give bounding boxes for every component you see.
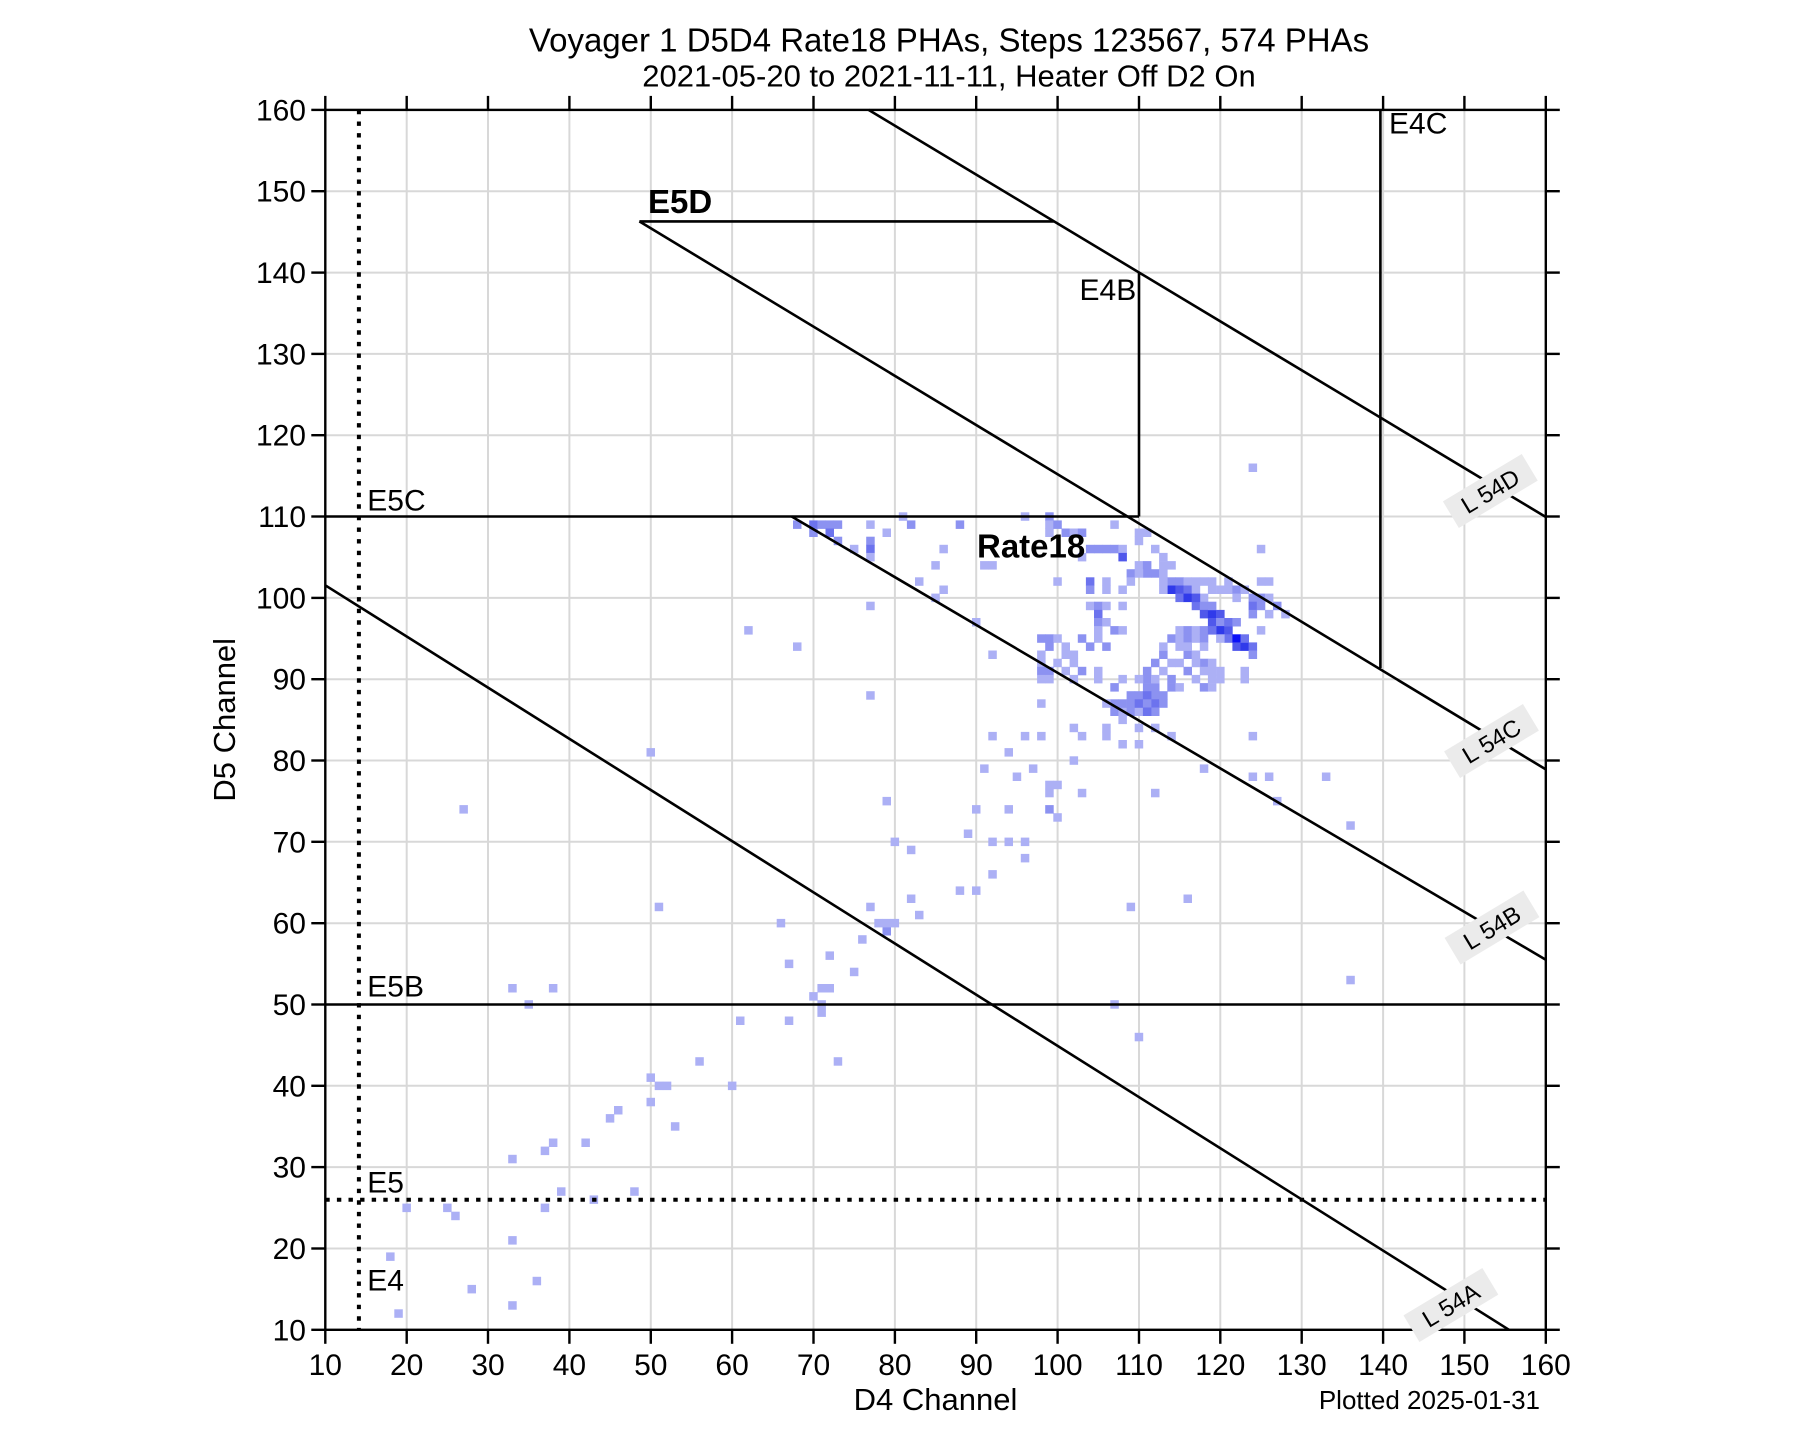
svg-text:90: 90 [273, 664, 306, 697]
svg-text:Plotted 2025-01-31: Plotted 2025-01-31 [1319, 1385, 1540, 1415]
svg-text:Voyager 1 D5D4 Rate18 PHAs, St: Voyager 1 D5D4 Rate18 PHAs, Steps 123567… [529, 22, 1369, 59]
svg-text:E4B: E4B [1080, 274, 1137, 307]
svg-text:20: 20 [273, 1233, 306, 1266]
svg-text:60: 60 [273, 908, 306, 941]
svg-text:D5 Channel: D5 Channel [207, 638, 242, 802]
svg-text:10: 10 [273, 1314, 306, 1347]
svg-text:120: 120 [256, 420, 306, 453]
svg-text:80: 80 [878, 1349, 911, 1382]
svg-text:110: 110 [1115, 1349, 1163, 1382]
svg-text:E5C: E5C [367, 484, 425, 517]
svg-text:80: 80 [273, 745, 306, 778]
svg-text:E5B: E5B [367, 971, 424, 1004]
svg-text:90: 90 [960, 1349, 993, 1382]
svg-text:50: 50 [273, 989, 306, 1022]
svg-text:70: 70 [273, 826, 306, 859]
svg-text:130: 130 [256, 338, 306, 371]
svg-text:E4C: E4C [1389, 108, 1447, 141]
svg-text:E5: E5 [367, 1167, 404, 1200]
svg-text:160: 160 [1521, 1349, 1571, 1382]
svg-text:140: 140 [1358, 1349, 1408, 1382]
svg-text:140: 140 [256, 257, 306, 290]
svg-text:2021-05-20 to 2021-11-11, Heat: 2021-05-20 to 2021-11-11, Heater Off D2 … [642, 59, 1256, 94]
svg-text:150: 150 [256, 176, 306, 209]
svg-text:50: 50 [634, 1349, 667, 1382]
svg-text:160: 160 [256, 94, 306, 127]
svg-text:10: 10 [309, 1349, 342, 1382]
svg-text:Rate18: Rate18 [977, 528, 1085, 565]
svg-text:70: 70 [797, 1349, 830, 1382]
svg-text:150: 150 [1439, 1349, 1489, 1382]
svg-text:120: 120 [1195, 1349, 1245, 1382]
svg-text:30: 30 [273, 1152, 306, 1185]
svg-text:D4 Channel: D4 Channel [854, 1382, 1018, 1417]
svg-text:100: 100 [1033, 1349, 1083, 1382]
svg-text:40: 40 [553, 1349, 586, 1382]
svg-text:130: 130 [1277, 1349, 1327, 1382]
svg-text:60: 60 [715, 1349, 748, 1382]
svg-text:40: 40 [273, 1070, 306, 1103]
svg-text:E5D: E5D [648, 183, 712, 220]
svg-text:E4: E4 [367, 1265, 404, 1298]
svg-text:30: 30 [471, 1349, 504, 1382]
svg-text:110: 110 [258, 501, 306, 534]
svg-text:20: 20 [390, 1349, 423, 1382]
svg-text:100: 100 [256, 582, 306, 615]
